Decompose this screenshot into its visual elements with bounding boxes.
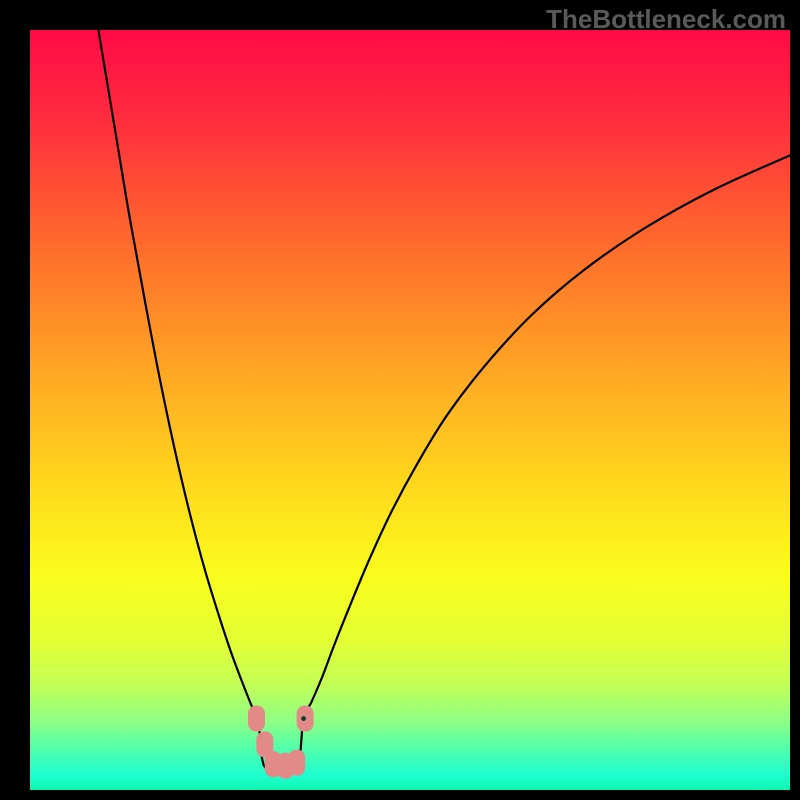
marker-dot	[301, 716, 306, 721]
marker	[288, 750, 305, 776]
bottleneck-chart	[0, 0, 800, 800]
plot-background	[30, 30, 790, 790]
watermark-text: TheBottleneck.com	[546, 4, 786, 35]
marker	[248, 706, 265, 732]
